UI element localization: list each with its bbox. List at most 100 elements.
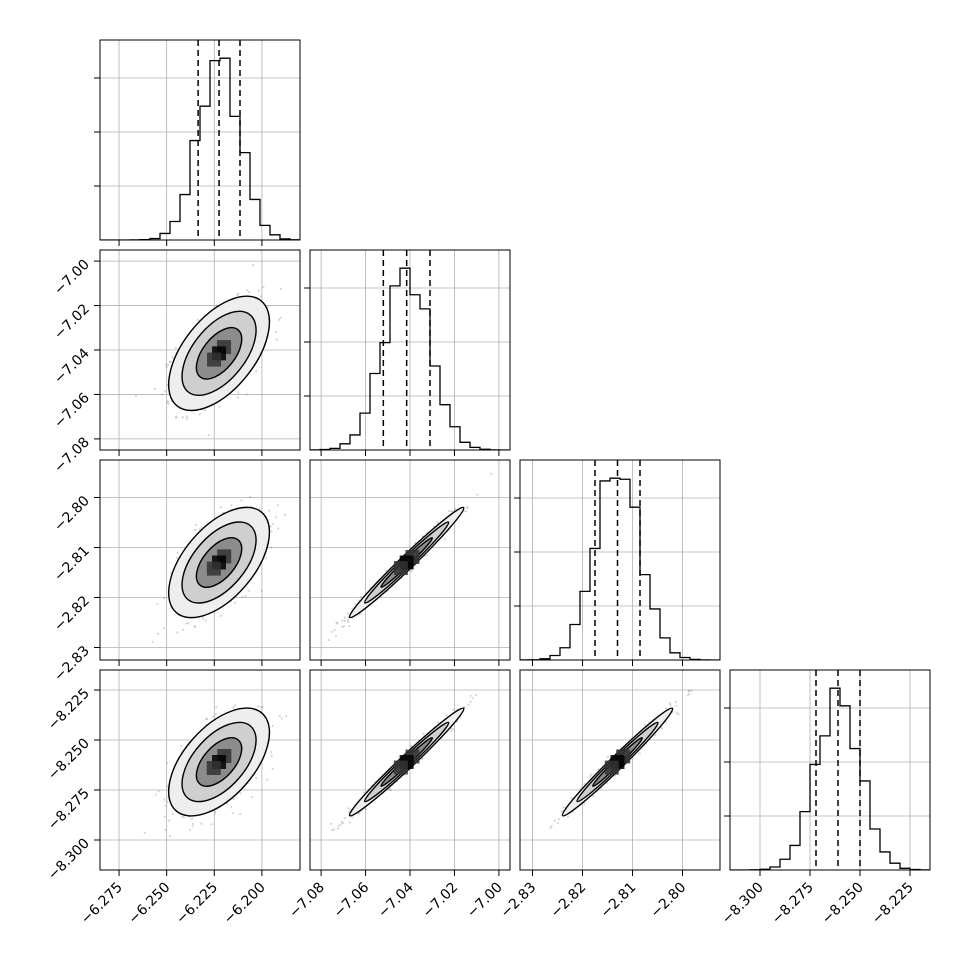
scatter-point — [389, 787, 392, 791]
histogram-panel-0 — [94, 39, 301, 246]
y-tick-label: −2.81 — [51, 543, 93, 585]
scatter-point — [165, 365, 168, 368]
scatter-point — [262, 285, 265, 289]
scatter-point — [557, 818, 560, 821]
scatter-point — [283, 513, 287, 516]
scatter-point — [230, 504, 233, 507]
scatter-point — [213, 810, 217, 813]
scatter-point — [188, 828, 192, 831]
x-tick-label: −7.08 — [286, 880, 328, 922]
scatter-point — [164, 828, 167, 831]
panel-frame — [519, 669, 721, 871]
y-tick-label: −2.82 — [51, 593, 93, 635]
scatter-point — [332, 828, 335, 831]
density-core — [604, 760, 619, 775]
scatter-point — [201, 617, 205, 620]
scatter-point — [347, 807, 350, 810]
scatter-point — [562, 806, 565, 809]
scatter-point — [174, 416, 178, 419]
scatter-point — [270, 530, 273, 533]
scatter-point — [241, 595, 244, 599]
scatter-point — [388, 788, 391, 791]
scatter-point — [556, 821, 559, 825]
panel-frame — [519, 459, 721, 661]
scatter-point — [363, 791, 366, 794]
scatter-point — [151, 640, 155, 644]
scatter-point — [278, 714, 281, 718]
scatter-point — [560, 810, 563, 813]
scatter-point — [343, 619, 346, 622]
scatter-point — [182, 628, 185, 632]
scatter-point — [688, 689, 691, 693]
scatter-point — [270, 754, 273, 757]
scatter-point — [687, 689, 690, 692]
histogram-step — [310, 267, 510, 450]
scatter-point — [583, 802, 586, 805]
x-tick-label: −2.82 — [548, 880, 590, 922]
scatter-panel-3-0: −8.300−8.275−8.250−8.225−6.275 −6.250 −6.2… — [45, 669, 301, 928]
scatter-point — [181, 416, 184, 419]
scatter-point — [234, 601, 237, 604]
scatter-point — [476, 493, 479, 496]
scatter-point — [277, 318, 281, 321]
scatter-point — [181, 815, 184, 819]
scatter-point — [384, 569, 387, 572]
histogram-step — [100, 57, 300, 240]
scatter-point — [330, 822, 333, 825]
scatter-point — [259, 706, 263, 709]
scatter-point — [271, 767, 274, 770]
density-contours — [348, 707, 465, 817]
x-tick-label: −6.200 — [221, 880, 269, 928]
scatter-panel-1-0: −7.08−7.06−7.04−7.02−7.00 — [51, 249, 301, 476]
x-tick-label: −8.250 — [819, 880, 867, 928]
scatter-point — [644, 723, 647, 726]
scatter-point — [203, 409, 206, 412]
scatter-point — [162, 627, 165, 630]
scatter-point — [163, 815, 166, 818]
scatter-point — [436, 520, 439, 523]
scatter-point — [244, 595, 247, 598]
scatter-point — [186, 454, 188, 456]
histogram-panel-2 — [514, 459, 721, 666]
scatter-point — [247, 290, 251, 294]
x-tick-label: −7.02 — [420, 880, 462, 922]
scatter-point — [174, 346, 177, 350]
scatter-point — [265, 556, 268, 560]
scatter-point — [348, 624, 351, 628]
histogram-step — [520, 477, 720, 660]
scatter-panel-2-1 — [309, 459, 511, 666]
scatter-point — [351, 815, 354, 819]
scatter-point — [205, 717, 208, 721]
scatter-point — [237, 292, 240, 295]
scatter-point — [279, 287, 282, 290]
scatter-point — [675, 704, 678, 708]
scatter-point — [261, 706, 264, 709]
scatter-point — [191, 822, 195, 826]
scatter-point — [239, 792, 242, 795]
scatter-point — [215, 706, 218, 709]
scatter-point — [230, 806, 233, 809]
x-tick-label: −6.275 — [78, 880, 126, 928]
scatter-point — [163, 798, 166, 801]
scatter-point — [163, 597, 166, 600]
scatter-point — [240, 499, 243, 502]
scatter-point — [233, 704, 237, 707]
scatter-point — [166, 401, 169, 404]
scatter-point — [191, 825, 194, 828]
scatter-point — [464, 510, 468, 513]
scatter-point — [448, 509, 451, 513]
scatter-point — [194, 523, 197, 527]
scatter-point — [669, 704, 672, 707]
scatter-point — [452, 728, 455, 731]
y-tick-label: −2.83 — [51, 643, 93, 685]
scatter-point — [550, 825, 553, 828]
scatter-point — [207, 433, 210, 437]
scatter-point — [250, 796, 254, 799]
scatter-point — [638, 752, 641, 755]
scatter-point — [169, 360, 172, 363]
density-core — [393, 561, 408, 576]
scatter-point — [248, 495, 252, 499]
scatter-point — [182, 816, 186, 819]
y-tick-label: −7.04 — [51, 345, 93, 387]
